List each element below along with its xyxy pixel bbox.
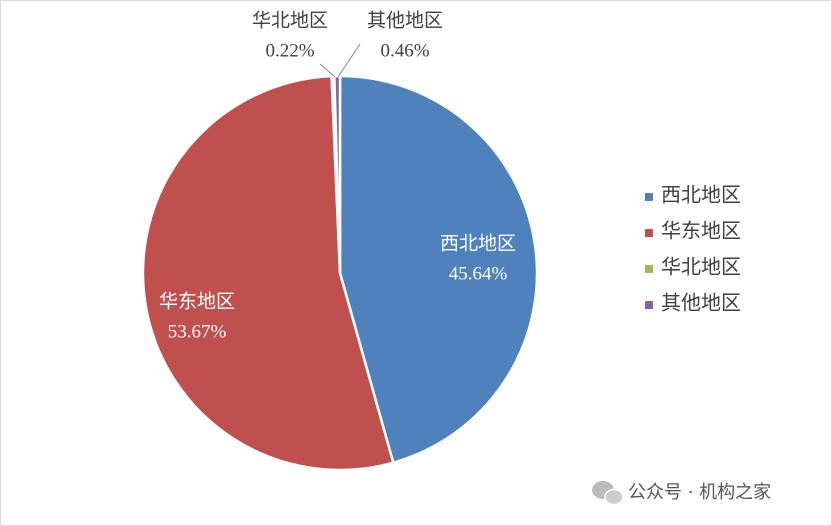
legend-swatch	[645, 229, 653, 237]
leader-line	[337, 43, 361, 78]
slice-label: 华东地区	[159, 290, 235, 312]
slice-label: 华北地区	[252, 9, 328, 31]
slice-label: 其他地区	[367, 9, 443, 31]
legend-swatch	[645, 265, 653, 273]
legend-label: 其他地区	[661, 292, 741, 315]
slice-value-label: 0.46%	[380, 40, 429, 61]
slice-value-label: 0.22%	[265, 40, 314, 61]
legend-swatch	[645, 193, 653, 201]
legend-label: 华北地区	[661, 256, 741, 279]
slice-value-label: 45.64%	[449, 263, 508, 284]
leader-line	[319, 63, 336, 78]
watermark: 公众号 · 机构之家	[628, 482, 771, 503]
slice-value-label: 53.67%	[168, 321, 227, 342]
watermark-icon	[592, 481, 624, 506]
slice-label: 西北地区	[440, 232, 516, 254]
pie-slice	[338, 74, 539, 465]
legend-label: 西北地区	[661, 184, 741, 207]
legend-label: 华东地区	[661, 220, 741, 243]
pie-slice	[141, 74, 395, 472]
legend-swatch	[645, 301, 653, 309]
